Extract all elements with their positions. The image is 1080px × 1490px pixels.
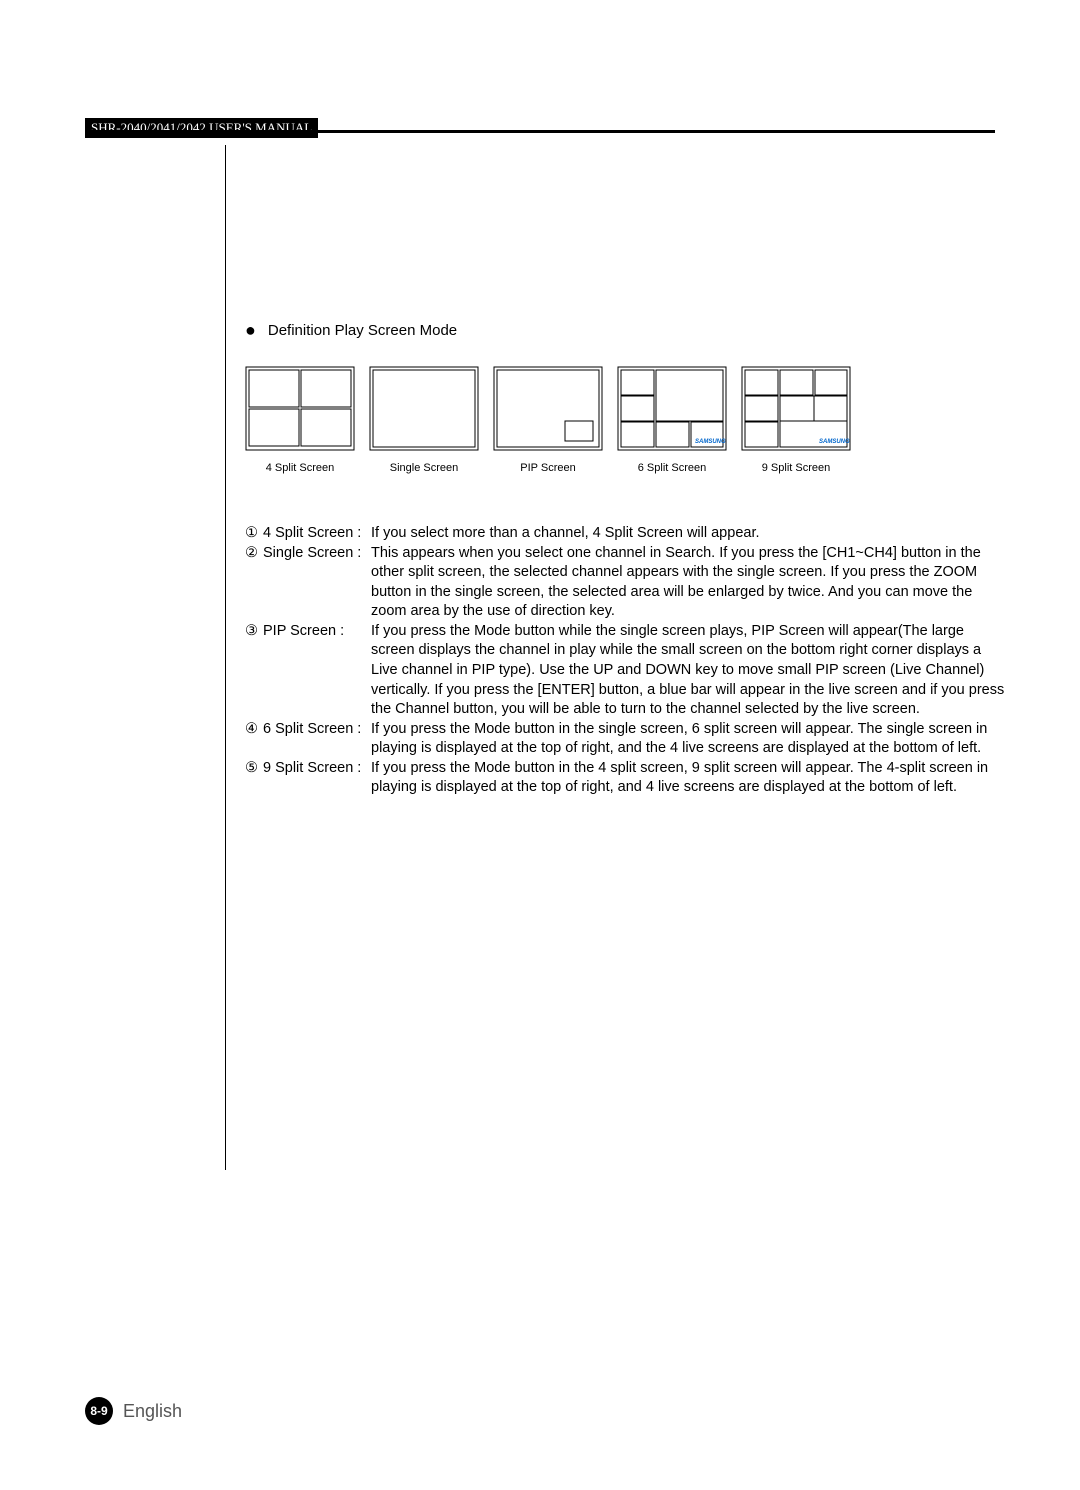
desc-label: PIP Screen :	[263, 622, 371, 720]
diagram-pip: PIP Screen	[493, 366, 603, 474]
main-content: ● Definition Play Screen Mode 4 Split Sc…	[245, 320, 1005, 798]
diagram-6split: SAMSUNG 6 Split Screen	[617, 366, 727, 474]
desc-item: ③ PIP Screen : If you press the Mode but…	[245, 622, 1005, 720]
desc-item: ⑤ 9 Split Screen : If you press the Mode…	[245, 759, 1005, 798]
diagram-single: Single Screen	[369, 366, 479, 474]
desc-num: ①	[245, 524, 263, 544]
page-footer: 8-9 English	[85, 1397, 182, 1425]
desc-item: ① 4 Split Screen : If you select more th…	[245, 524, 1005, 544]
desc-text: If you press the Mode button in the 4 sp…	[371, 759, 1005, 798]
diagram-single-svg	[369, 366, 479, 451]
diagram-label: Single Screen	[369, 462, 479, 474]
bullet-icon: ●	[245, 320, 256, 341]
desc-label: 9 Split Screen :	[263, 759, 371, 798]
diagram-label: 9 Split Screen	[741, 462, 851, 474]
section-header: ● Definition Play Screen Mode	[245, 320, 1005, 341]
desc-label: 6 Split Screen :	[263, 720, 371, 759]
desc-text: This appears when you select one channel…	[371, 544, 1005, 622]
desc-item: ④ 6 Split Screen : If you press the Mode…	[245, 720, 1005, 759]
header-divider	[85, 130, 995, 133]
desc-text: If you press the Mode button in the sing…	[371, 720, 1005, 759]
diagram-9split: SAMSUNG 9 Split Screen	[741, 366, 851, 474]
diagram-label: 6 Split Screen	[617, 462, 727, 474]
diagram-label: 4 Split Screen	[245, 462, 355, 474]
desc-label: 4 Split Screen :	[263, 524, 371, 544]
desc-num: ④	[245, 720, 263, 759]
diagram-4split-svg	[245, 366, 355, 451]
vertical-divider	[225, 145, 226, 1170]
description-list: ① 4 Split Screen : If you select more th…	[245, 524, 1005, 798]
diagram-pip-svg	[493, 366, 603, 451]
section-title-text: Definition Play Screen Mode	[268, 322, 457, 339]
desc-text: If you press the Mode button while the s…	[371, 622, 1005, 720]
diagram-label: PIP Screen	[493, 462, 603, 474]
footer-language: English	[123, 1401, 182, 1422]
desc-item: ② Single Screen : This appears when you …	[245, 544, 1005, 622]
manual-title: SHR-2040/2041/2042 USER'S MANUAL	[85, 118, 318, 138]
desc-num: ③	[245, 622, 263, 720]
desc-num: ②	[245, 544, 263, 622]
desc-label: Single Screen :	[263, 544, 371, 622]
desc-text: If you select more than a channel, 4 Spl…	[371, 524, 1005, 544]
desc-num: ⑤	[245, 759, 263, 798]
diagrams-row: 4 Split Screen Single Screen PIP Screen	[245, 366, 1005, 474]
page-number: 8-9	[85, 1397, 113, 1425]
samsung-logo: SAMSUNG	[695, 439, 726, 445]
diagram-4split: 4 Split Screen	[245, 366, 355, 474]
samsung-logo: SAMSUNG	[819, 439, 850, 445]
